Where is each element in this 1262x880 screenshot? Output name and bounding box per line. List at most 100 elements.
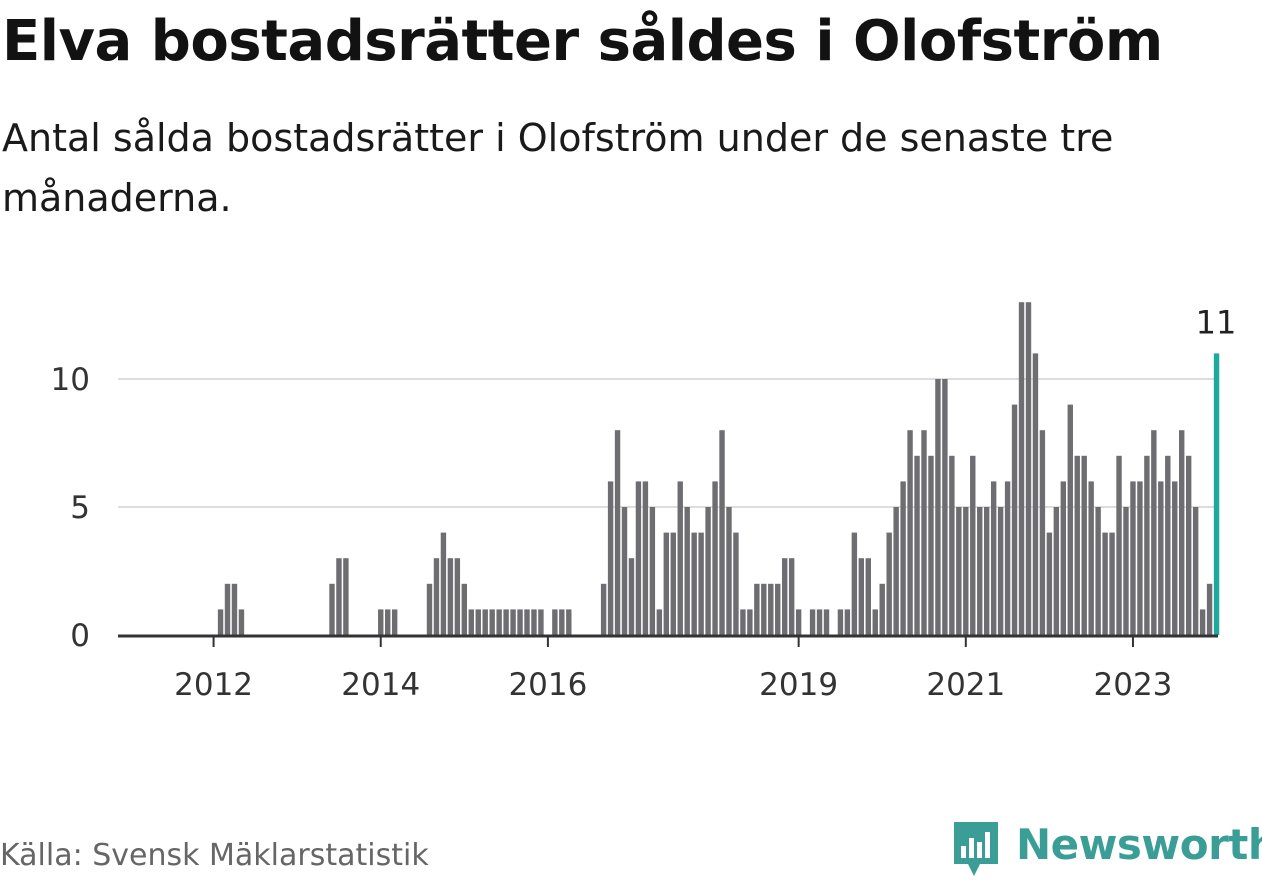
bar bbox=[468, 609, 474, 635]
bar bbox=[231, 583, 238, 635]
bar bbox=[921, 430, 927, 635]
bar bbox=[538, 609, 544, 635]
bar bbox=[1123, 507, 1129, 635]
bar-latest bbox=[1213, 353, 1220, 635]
bar bbox=[1088, 481, 1094, 635]
bar bbox=[844, 609, 851, 635]
bar bbox=[336, 558, 342, 635]
bar bbox=[886, 532, 892, 635]
bar bbox=[942, 379, 948, 635]
bar bbox=[566, 609, 572, 635]
bar bbox=[1046, 532, 1053, 635]
bar bbox=[983, 507, 990, 635]
bar bbox=[768, 583, 774, 635]
x-tick-label: 2016 bbox=[508, 667, 587, 703]
bar bbox=[740, 609, 746, 635]
bar bbox=[809, 609, 816, 635]
y-tick-label: 10 bbox=[51, 362, 90, 398]
bar bbox=[1060, 481, 1067, 635]
bar bbox=[1130, 481, 1136, 635]
bar bbox=[482, 609, 488, 635]
chart-title: Elva bostadsrätter såldes i Olofström bbox=[2, 9, 1163, 74]
bar bbox=[378, 609, 384, 635]
bar bbox=[1032, 353, 1039, 635]
x-tick-label: 2023 bbox=[1094, 667, 1173, 703]
bar bbox=[1011, 404, 1018, 635]
bar bbox=[329, 583, 335, 635]
bars bbox=[217, 302, 1220, 635]
bar bbox=[733, 532, 739, 635]
bar bbox=[788, 558, 795, 635]
bar bbox=[712, 481, 718, 635]
bar bbox=[1109, 532, 1115, 635]
bar bbox=[454, 558, 461, 635]
bar bbox=[761, 583, 767, 635]
bar bbox=[1199, 609, 1206, 635]
gridlines bbox=[118, 378, 1218, 508]
bar bbox=[858, 558, 865, 635]
bar bbox=[1039, 430, 1046, 635]
y-tick-label: 5 bbox=[70, 490, 90, 526]
bar bbox=[1206, 583, 1213, 635]
bar bbox=[1179, 430, 1185, 635]
bar bbox=[670, 532, 676, 635]
bar bbox=[977, 507, 983, 635]
bar bbox=[698, 532, 704, 635]
bar bbox=[1172, 481, 1178, 635]
bar bbox=[503, 609, 509, 635]
bar bbox=[677, 481, 683, 635]
bar bbox=[1081, 455, 1087, 635]
bar bbox=[1144, 455, 1150, 635]
bar bbox=[775, 583, 781, 635]
x-tick-label: 2021 bbox=[926, 667, 1005, 703]
bar bbox=[879, 583, 885, 635]
bar bbox=[691, 532, 697, 635]
bar bbox=[900, 481, 906, 635]
last-value-label: 11 bbox=[1196, 303, 1237, 341]
bar bbox=[1102, 532, 1108, 635]
bar bbox=[865, 558, 871, 635]
bar bbox=[475, 609, 481, 635]
bar bbox=[684, 507, 690, 635]
bar bbox=[928, 455, 934, 635]
x-tick-label: 2019 bbox=[759, 667, 838, 703]
bar bbox=[795, 609, 802, 635]
bar bbox=[614, 430, 621, 635]
bar bbox=[391, 609, 398, 635]
bar bbox=[628, 558, 635, 635]
bar bbox=[1185, 455, 1192, 635]
bar bbox=[385, 609, 391, 635]
bar bbox=[705, 507, 711, 635]
bar bbox=[496, 609, 502, 635]
y-tick-label: 0 bbox=[70, 618, 90, 654]
bar bbox=[907, 430, 913, 635]
bar bbox=[552, 609, 558, 635]
bar bbox=[935, 379, 941, 635]
bar bbox=[1151, 430, 1157, 635]
axis-labels: 0 5 10 11 2012 2014 2016 2019 2021 2023 bbox=[51, 303, 1237, 703]
bar bbox=[238, 609, 245, 635]
bar bbox=[914, 455, 920, 635]
bar bbox=[621, 507, 628, 635]
bar bbox=[524, 609, 530, 635]
bar-chart: 0 5 10 11 2012 2014 2016 2019 2021 2023 bbox=[51, 302, 1237, 703]
newsworthy-logo-icon bbox=[954, 822, 998, 876]
bar bbox=[642, 481, 649, 635]
bar bbox=[1025, 302, 1032, 635]
bar bbox=[963, 507, 969, 635]
bar bbox=[1158, 481, 1164, 635]
bar bbox=[461, 583, 468, 635]
bar bbox=[782, 558, 788, 635]
source-note: Källa: Svensk Mäklarstatistik bbox=[0, 838, 429, 873]
bar bbox=[1067, 404, 1073, 635]
bar bbox=[997, 507, 1004, 635]
chart-subtitle: Antal sålda bostadsrätter i Olofström un… bbox=[2, 116, 1114, 220]
bar bbox=[990, 481, 997, 635]
bar bbox=[440, 532, 447, 635]
bar bbox=[426, 583, 433, 635]
bar bbox=[956, 507, 962, 635]
bar bbox=[1192, 507, 1199, 635]
bar bbox=[837, 609, 844, 635]
bar bbox=[754, 583, 760, 635]
bar bbox=[747, 609, 753, 635]
